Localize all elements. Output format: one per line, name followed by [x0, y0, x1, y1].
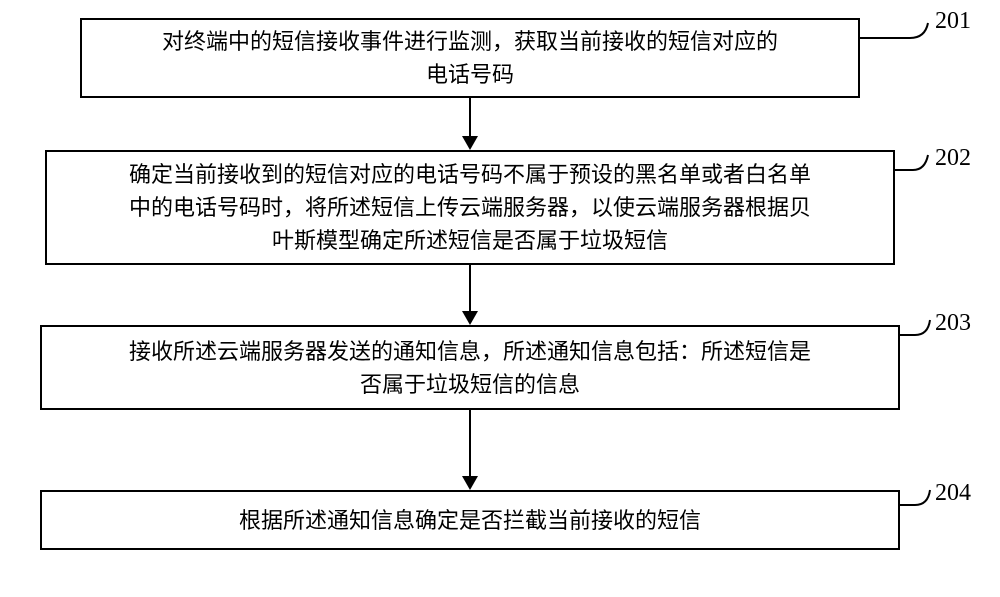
node-4-line-1: 根据所述通知信息确定是否拦截当前接收的短信 [239, 508, 701, 533]
node-2-line-3: 叶斯模型确定所述短信是否属于垃圾短信 [272, 228, 668, 253]
step-label-3: 203 [935, 310, 971, 337]
arrow-1-head [462, 136, 478, 150]
arrow-2-head [462, 311, 478, 325]
flowchart-container: 对终端中的短信接收事件进行监测，获取当前接收的短信对应的 电话号码 201 确定… [0, 0, 1000, 597]
step-label-1: 201 [935, 8, 971, 35]
arrow-1-line [469, 98, 471, 138]
node-1-line-2: 电话号码 [426, 62, 514, 87]
node-3-line-1: 接收所述云端服务器发送的通知信息，所述通知信息包括：所述短信是 [129, 339, 811, 364]
node-2-line-1: 确定当前接收到的短信对应的电话号码不属于预设的黑名单或者白名单 [129, 162, 811, 187]
arrow-3-head [462, 476, 478, 490]
label-connector-2 [895, 150, 935, 180]
flowchart-node-1: 对终端中的短信接收事件进行监测，获取当前接收的短信对应的 电话号码 [80, 18, 860, 98]
node-text: 确定当前接收到的短信对应的电话号码不属于预设的黑名单或者白名单 中的电话号码时，… [129, 158, 811, 257]
node-2-line-2: 中的电话号码时，将所述短信上传云端服务器，以使云端服务器根据贝 [129, 195, 811, 220]
node-text: 根据所述通知信息确定是否拦截当前接收的短信 [239, 504, 701, 537]
arrow-2-line [469, 265, 471, 313]
node-1-line-1: 对终端中的短信接收事件进行监测，获取当前接收的短信对应的 [162, 29, 778, 54]
node-3-line-2: 否属于垃圾短信的信息 [360, 372, 580, 397]
node-text: 对终端中的短信接收事件进行监测，获取当前接收的短信对应的 电话号码 [162, 25, 778, 91]
label-connector-3 [900, 315, 935, 345]
arrow-3-line [469, 410, 471, 478]
label-connector-1 [860, 18, 935, 48]
flowchart-node-2: 确定当前接收到的短信对应的电话号码不属于预设的黑名单或者白名单 中的电话号码时，… [45, 150, 895, 265]
step-label-2: 202 [935, 145, 971, 172]
flowchart-node-3: 接收所述云端服务器发送的通知信息，所述通知信息包括：所述短信是 否属于垃圾短信的… [40, 325, 900, 410]
step-label-4: 204 [935, 480, 971, 507]
node-text: 接收所述云端服务器发送的通知信息，所述通知信息包括：所述短信是 否属于垃圾短信的… [129, 335, 811, 401]
label-connector-4 [900, 485, 935, 515]
flowchart-node-4: 根据所述通知信息确定是否拦截当前接收的短信 [40, 490, 900, 550]
